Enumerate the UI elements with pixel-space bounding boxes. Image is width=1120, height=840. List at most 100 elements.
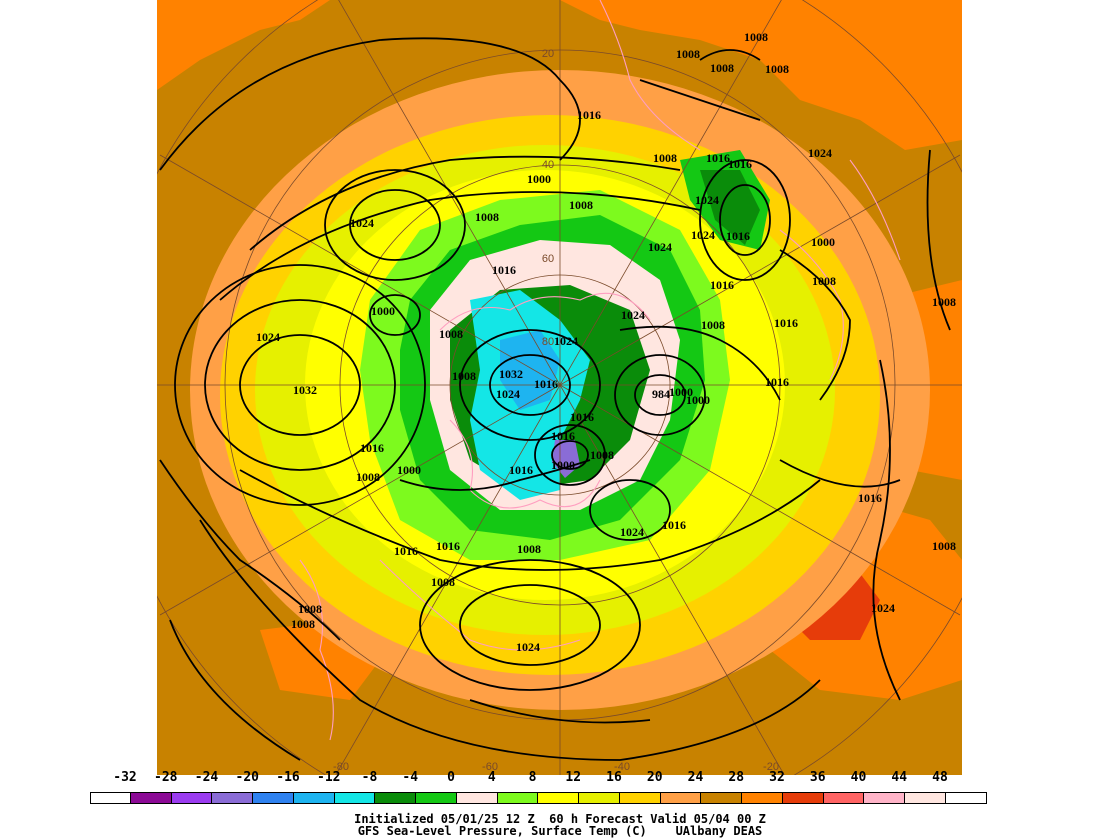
isobar-label: 1008 bbox=[932, 539, 956, 553]
isobar-label: 1016 bbox=[534, 377, 558, 391]
lat-lon-label: 80 bbox=[542, 336, 554, 348]
colorbar-tick-label: 40 bbox=[850, 770, 867, 785]
colorbar-tick-label: -20 bbox=[235, 770, 259, 785]
colorbar-swatch bbox=[293, 792, 335, 804]
isobar-label: 1024 bbox=[516, 640, 540, 654]
colorbar-swatch bbox=[497, 792, 539, 804]
isobar-label: 1008 bbox=[517, 542, 541, 556]
colorbar-swatch bbox=[864, 792, 905, 804]
isobars bbox=[159, 37, 951, 761]
isobar-label: 1008 bbox=[744, 30, 768, 44]
temperature-colorbar: -32 -28 -24 -20 -16 -12 -8 -4 0 4 8 12 16 20 24 28 32 36 4… bbox=[0, 770, 1120, 810]
colorbar-tick-label: 32 bbox=[769, 770, 785, 785]
lat-lon-label: -80 bbox=[333, 761, 349, 773]
colorbar-tick-label: 48 bbox=[932, 770, 948, 785]
isobar-label: 1000 bbox=[371, 304, 395, 318]
colorbar-swatch bbox=[130, 792, 172, 804]
colorbar-tick-label: 28 bbox=[728, 770, 745, 785]
colorbar-tick-label: 20 bbox=[646, 770, 663, 785]
colorbar-swatch bbox=[742, 792, 783, 804]
colorbar-tick-label: -4 bbox=[402, 770, 419, 785]
colorbar-tick-label: 12 bbox=[565, 770, 582, 785]
isobar-label: 1000 bbox=[686, 393, 710, 407]
colorbar-swatch bbox=[538, 792, 579, 804]
colorbar-swatch bbox=[619, 792, 661, 804]
isobar-label: 1008 bbox=[439, 327, 463, 341]
isobar-label: 1008 bbox=[765, 62, 789, 76]
colorbar-tick-label: 0 bbox=[447, 770, 455, 785]
isobar-label: 1008 bbox=[701, 318, 725, 332]
isobar-label: 1032 bbox=[499, 367, 523, 381]
colorbar-tick-label: -32 bbox=[113, 770, 137, 785]
colorbar-swatch bbox=[660, 792, 702, 804]
isobar-label: 1008 bbox=[569, 198, 593, 212]
isobar-label: 1008 bbox=[676, 47, 700, 61]
isobar-label: 1008 bbox=[356, 470, 380, 484]
isobar-label: 1016 bbox=[577, 108, 601, 122]
graticule bbox=[157, 0, 962, 775]
colorbar-swatch bbox=[945, 792, 987, 804]
colorbar-tick-label: 44 bbox=[891, 770, 908, 785]
isobar-label: 1024 bbox=[871, 601, 895, 615]
colorbar-swatch bbox=[416, 792, 457, 804]
temperature-field bbox=[560, 0, 962, 150]
isobar-label: 1016 bbox=[706, 151, 730, 165]
colorbar-tick-label: -8 bbox=[361, 770, 378, 785]
caption-line-2: GFS Sea-Level Pressure, Surface Temp (C)… bbox=[357, 824, 763, 838]
isobar-label: 1016 bbox=[662, 518, 686, 532]
colorbar-tick-label: -24 bbox=[194, 770, 219, 785]
isobar-label: 1008 bbox=[291, 617, 315, 631]
isobar-label: 1032 bbox=[293, 383, 317, 397]
isobar-label: 1024 bbox=[648, 240, 672, 254]
colorbar-swatch bbox=[375, 792, 416, 804]
isobar-label: 1016 bbox=[726, 229, 750, 243]
colorbar-swatch bbox=[579, 792, 620, 804]
colorbar-swatch bbox=[905, 792, 946, 804]
colorbar-tick-label: -12 bbox=[317, 770, 341, 785]
colorbar-swatch bbox=[782, 792, 824, 804]
caption-line-1: Initialized 05/01/25 12 Z 60 h Forecast … bbox=[354, 812, 766, 826]
lat-lon-label: -20 bbox=[763, 761, 779, 773]
colorbar-swatch bbox=[171, 792, 213, 804]
colorbar-tick-label: 36 bbox=[809, 770, 826, 785]
colorbar-tick-label: 8 bbox=[528, 770, 537, 785]
colorbar-tick-label: 24 bbox=[687, 770, 704, 785]
isobar-label: 1016 bbox=[858, 491, 882, 505]
isobar-label: 1016 bbox=[774, 316, 798, 330]
lat-lon-labels: 20 40 60 80 -80 -60 -40 -20 bbox=[333, 48, 779, 773]
colorbar-tick-label: 4 bbox=[487, 770, 496, 785]
caption: Initialized 05/01/25 12 Z 60 h Forecast … bbox=[0, 813, 1120, 837]
isobar-label: 1008 bbox=[812, 274, 836, 288]
isobar-label: 1024 bbox=[621, 308, 645, 322]
isobar-label: 1016 bbox=[710, 278, 734, 292]
isobar-label: 1024 bbox=[620, 525, 644, 539]
isobar-label: 1016 bbox=[551, 429, 575, 443]
isobar-label: 1024 bbox=[691, 228, 715, 242]
colorbar-tick-label: -16 bbox=[276, 770, 300, 785]
isobar-label: 1000 bbox=[551, 458, 575, 472]
isobar-label: 1016 bbox=[509, 463, 533, 477]
colorbar-swatch bbox=[823, 792, 865, 804]
colorbar-swatch bbox=[334, 792, 376, 804]
isobar-label: 1008 bbox=[452, 369, 476, 383]
isobar-label: 1008 bbox=[590, 448, 614, 462]
isobar-label: 1016 bbox=[765, 375, 789, 389]
isobar-label: 1000 bbox=[527, 172, 551, 186]
lat-lon-label: -60 bbox=[482, 761, 498, 773]
temperature-field bbox=[500, 330, 560, 410]
isobar-label: 1016 bbox=[436, 539, 460, 553]
isobar-label: 1000 bbox=[811, 235, 835, 249]
colorbar-tick-label: -28 bbox=[154, 770, 178, 785]
isobar-label: 1008 bbox=[932, 295, 956, 309]
lat-lon-label: -40 bbox=[614, 761, 630, 773]
lat-lon-label: 40 bbox=[542, 159, 554, 171]
isobar-label: 1008 bbox=[710, 61, 734, 75]
temperature-field bbox=[700, 170, 760, 245]
isobar-label: 1008 bbox=[475, 210, 499, 224]
isobar-label: 1024 bbox=[496, 387, 520, 401]
lat-lon-label: 20 bbox=[542, 48, 554, 60]
isobar-label: 1024 bbox=[256, 330, 280, 344]
colorbar-swatch bbox=[253, 792, 294, 804]
isobar-label: 1000 bbox=[669, 385, 693, 399]
